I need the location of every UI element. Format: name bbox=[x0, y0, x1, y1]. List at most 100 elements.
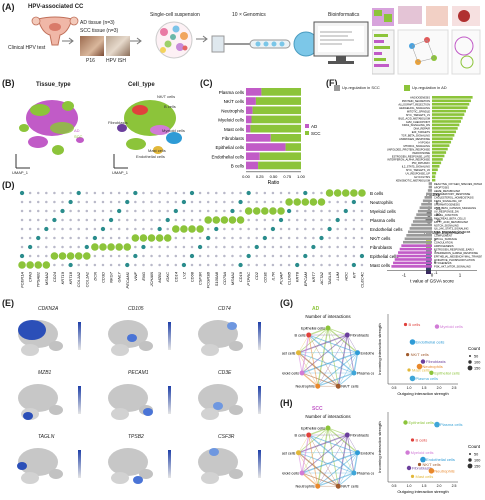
dot bbox=[295, 209, 299, 213]
x-tick-label: 1.5 bbox=[422, 484, 427, 488]
dot bbox=[19, 253, 25, 259]
x-axis-label: Outgoing interaction strength bbox=[397, 489, 448, 494]
gsva-term-label: APICAL_SURFACE bbox=[434, 237, 457, 241]
gene-label: CD68 bbox=[190, 271, 195, 282]
interaction-edge bbox=[353, 352, 359, 374]
gsva-term-label: MYOGENESIS bbox=[434, 261, 452, 265]
monitor-icon bbox=[313, 21, 369, 64]
dot bbox=[295, 227, 299, 231]
count-legend-dot bbox=[467, 463, 473, 469]
dot bbox=[166, 254, 169, 258]
dot bbox=[279, 245, 283, 249]
gsva-term-label: MYC_TARGETS_V1 bbox=[406, 113, 430, 117]
dot bbox=[228, 216, 237, 224]
count-legend-dot bbox=[469, 355, 471, 357]
gsva-term-label: PEROXISOME bbox=[413, 151, 431, 155]
gene-label: KRT18 bbox=[68, 271, 73, 284]
feature-plot-title: CD74 bbox=[218, 306, 231, 312]
cell-node bbox=[299, 370, 305, 376]
hpv-ish-image bbox=[106, 36, 130, 56]
gene-label: MS4A2 bbox=[44, 271, 49, 285]
dot bbox=[311, 244, 316, 250]
dot bbox=[20, 218, 24, 222]
dot bbox=[328, 236, 331, 240]
dot bbox=[101, 254, 105, 258]
dot bbox=[109, 200, 113, 204]
interaction-edge bbox=[301, 327, 329, 374]
dot bbox=[309, 198, 318, 206]
dot bbox=[69, 218, 72, 222]
x-tick-label: 0 bbox=[431, 273, 434, 278]
bar-scc bbox=[285, 143, 301, 151]
gsva-term-label: ANDROGEN_RESPONSE bbox=[399, 137, 430, 141]
dot bbox=[66, 252, 75, 260]
dot bbox=[351, 262, 357, 268]
dot bbox=[239, 236, 242, 240]
dot bbox=[84, 244, 89, 250]
interaction-edge bbox=[298, 352, 318, 387]
dot bbox=[150, 191, 153, 195]
gene-label: FCER1A bbox=[20, 272, 25, 288]
dot bbox=[93, 200, 97, 204]
gene-label: CD2 bbox=[254, 271, 259, 280]
scatter-label: B cells bbox=[416, 438, 428, 443]
dot bbox=[142, 227, 145, 231]
interaction-edge bbox=[308, 434, 339, 487]
results-thumbnails bbox=[371, 6, 482, 78]
dot bbox=[134, 263, 137, 267]
dot bbox=[206, 227, 210, 231]
gsva-bar bbox=[432, 168, 438, 172]
dot bbox=[53, 236, 56, 240]
dot bbox=[204, 216, 212, 224]
dot bbox=[344, 263, 348, 267]
dot bbox=[53, 245, 56, 249]
dot bbox=[69, 209, 72, 213]
scatter-point bbox=[428, 468, 435, 474]
dot bbox=[352, 227, 356, 231]
dot bbox=[117, 200, 121, 204]
bar-scc bbox=[261, 88, 301, 96]
count-legend-dot bbox=[468, 360, 472, 364]
dot bbox=[295, 245, 299, 249]
dot bbox=[134, 218, 137, 222]
interaction-edge bbox=[298, 452, 318, 487]
interaction-edge bbox=[308, 434, 355, 474]
scatter-point bbox=[420, 359, 426, 364]
gene-label: HDC bbox=[343, 272, 348, 281]
dot bbox=[263, 218, 267, 222]
dot bbox=[163, 234, 172, 242]
dot bbox=[360, 227, 364, 231]
dot bbox=[320, 209, 323, 213]
node-label: Plasma cells bbox=[357, 372, 374, 376]
network-subtitle: Number of interactions bbox=[305, 414, 351, 419]
dot bbox=[344, 218, 348, 222]
dot bbox=[61, 218, 64, 222]
gsva-term-label: ALLOGRAFT_REJECTION bbox=[398, 103, 430, 107]
legend-ad: AD bbox=[74, 128, 80, 133]
dot bbox=[92, 235, 98, 241]
dot bbox=[263, 200, 267, 204]
interaction-edge bbox=[317, 372, 355, 387]
dot bbox=[239, 209, 242, 213]
dot bbox=[223, 245, 226, 249]
dot bbox=[263, 245, 267, 249]
feature-umap bbox=[108, 448, 171, 484]
interaction-edge bbox=[308, 334, 319, 387]
dot bbox=[182, 245, 186, 249]
dot bbox=[93, 218, 97, 222]
dot bbox=[304, 209, 307, 213]
category-label: Mast cells bbox=[224, 127, 245, 132]
dot bbox=[44, 226, 49, 232]
gsva-term-label: ADIPOGENESIS bbox=[434, 244, 454, 248]
color-scale-bar bbox=[168, 322, 171, 350]
dot bbox=[109, 191, 113, 195]
tissue-umap-title: Tissue_type bbox=[36, 82, 71, 88]
expression-hotspot bbox=[143, 408, 153, 416]
cell-node bbox=[306, 432, 312, 438]
dot bbox=[360, 236, 364, 240]
dot bbox=[36, 227, 40, 231]
dot bbox=[247, 227, 250, 231]
dot bbox=[236, 216, 245, 224]
dot bbox=[328, 263, 331, 267]
interaction-edge bbox=[317, 352, 358, 387]
